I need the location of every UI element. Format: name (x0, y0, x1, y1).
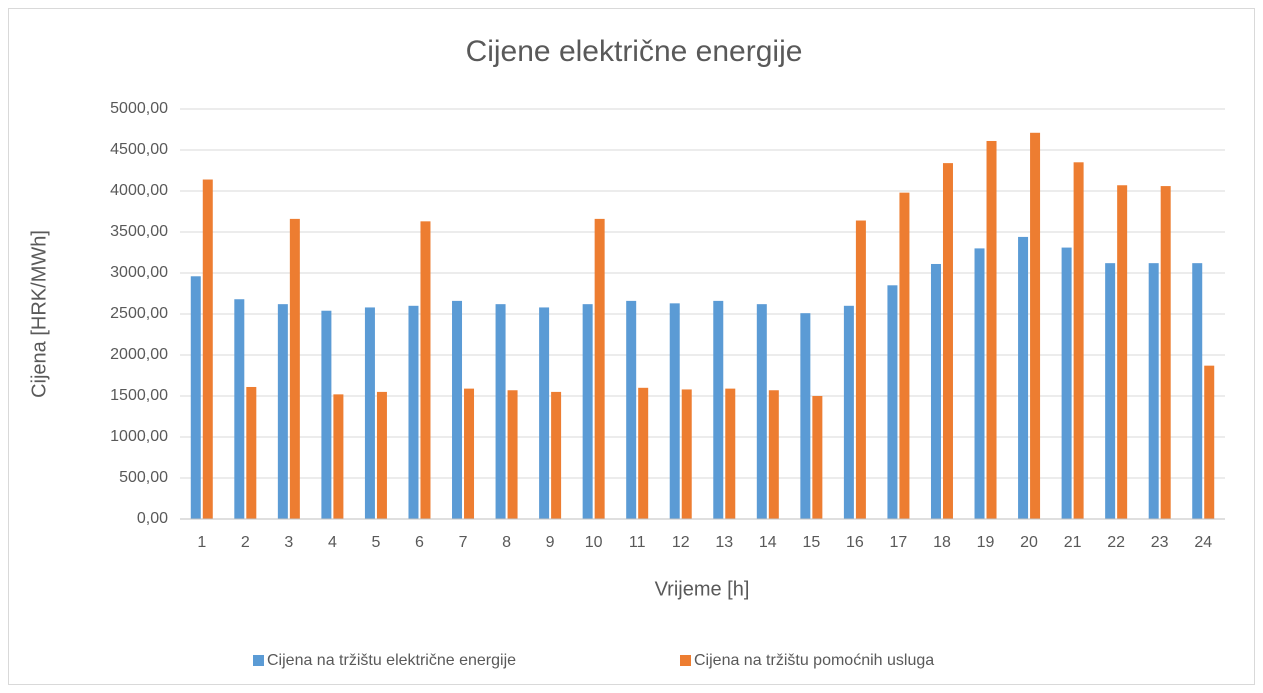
bar (626, 300, 637, 519)
bar (190, 276, 201, 519)
bar (277, 304, 288, 519)
legend-swatch (253, 655, 264, 666)
y-tick-label: 1500,00 (110, 387, 168, 404)
x-tick-label: 15 (802, 534, 820, 551)
y-axis-title: Cijena [HRK/MWh] (28, 230, 50, 398)
y-tick-label: 4500,00 (110, 141, 168, 158)
bar (812, 396, 823, 519)
bar (1018, 236, 1029, 520)
y-tick-label: 2000,00 (110, 346, 168, 363)
x-tick-label: 12 (672, 534, 690, 551)
bar (289, 218, 300, 519)
y-tick-label: 3500,00 (110, 223, 168, 240)
bar (452, 300, 463, 519)
y-tick-label: 5000,00 (110, 100, 168, 117)
bar (333, 394, 344, 519)
bar (464, 388, 475, 519)
bar (756, 304, 767, 519)
bar (1061, 247, 1072, 519)
x-tick-label: 22 (1107, 534, 1125, 551)
x-tick-label: 17 (890, 534, 908, 551)
bar (1160, 186, 1171, 519)
legend-label: Cijena na tržištu električne energije (267, 652, 516, 669)
bar (551, 391, 562, 519)
bar (1117, 185, 1128, 519)
bar (234, 299, 245, 519)
bar (1073, 162, 1084, 520)
bar (408, 305, 419, 519)
x-tick-label: 24 (1194, 534, 1212, 551)
x-tick-label: 23 (1151, 534, 1169, 551)
bar (638, 387, 649, 519)
bar (681, 389, 692, 519)
x-tick-label: 8 (502, 534, 511, 551)
legend-label: Cijena na tržištu pomoćnih usluga (694, 652, 934, 669)
bar (539, 307, 550, 519)
bar (942, 163, 953, 519)
bar (800, 313, 811, 519)
bar (986, 140, 997, 520)
x-tick-label: 18 (933, 534, 951, 551)
bar (420, 221, 431, 519)
x-tick-label: 20 (1020, 534, 1038, 551)
bar (376, 391, 387, 519)
bar (1204, 365, 1215, 519)
bar (713, 300, 724, 519)
bar (669, 303, 680, 519)
bar (1030, 132, 1041, 519)
y-tick-label: 2500,00 (110, 305, 168, 322)
bar (930, 263, 941, 519)
bar (855, 220, 866, 519)
x-tick-label: 14 (759, 534, 777, 551)
bar (974, 248, 985, 519)
y-tick-label: 0,00 (137, 510, 168, 527)
bar (507, 390, 518, 519)
x-tick-label: 13 (715, 534, 733, 551)
y-tick-label: 4000,00 (110, 182, 168, 199)
bar (594, 218, 605, 519)
bar (364, 307, 375, 519)
x-tick-label: 9 (546, 534, 555, 551)
bar (1105, 263, 1116, 519)
chart-title: Cijene električne energije (466, 35, 803, 68)
y-tick-label: 500,00 (119, 469, 168, 486)
bar (725, 388, 736, 519)
x-tick-label: 5 (371, 534, 380, 551)
bar (246, 386, 257, 519)
bar (321, 310, 332, 519)
x-tick-label: 10 (585, 534, 603, 551)
bar (495, 304, 506, 519)
x-tick-label: 2 (241, 534, 250, 551)
x-axis-title: Vrijeme [h] (655, 578, 750, 600)
bar (899, 192, 910, 519)
x-tick-label: 6 (415, 534, 424, 551)
bar (202, 179, 213, 519)
legend-swatch (680, 655, 691, 666)
x-tick-label: 19 (977, 534, 995, 551)
x-tick-label: 7 (459, 534, 468, 551)
x-tick-label: 1 (197, 534, 206, 551)
x-tick-label: 16 (846, 534, 864, 551)
x-tick-label: 11 (629, 534, 646, 551)
bar (1192, 263, 1203, 519)
bar (1148, 263, 1159, 519)
bar (768, 390, 779, 519)
x-tick-label: 3 (284, 534, 293, 551)
x-tick-label: 4 (328, 534, 337, 551)
y-tick-label: 1000,00 (110, 428, 168, 445)
x-tick-label: 21 (1064, 534, 1082, 551)
y-tick-label: 3000,00 (110, 264, 168, 281)
bar (843, 305, 854, 519)
bar (887, 285, 898, 519)
bar (582, 304, 593, 519)
